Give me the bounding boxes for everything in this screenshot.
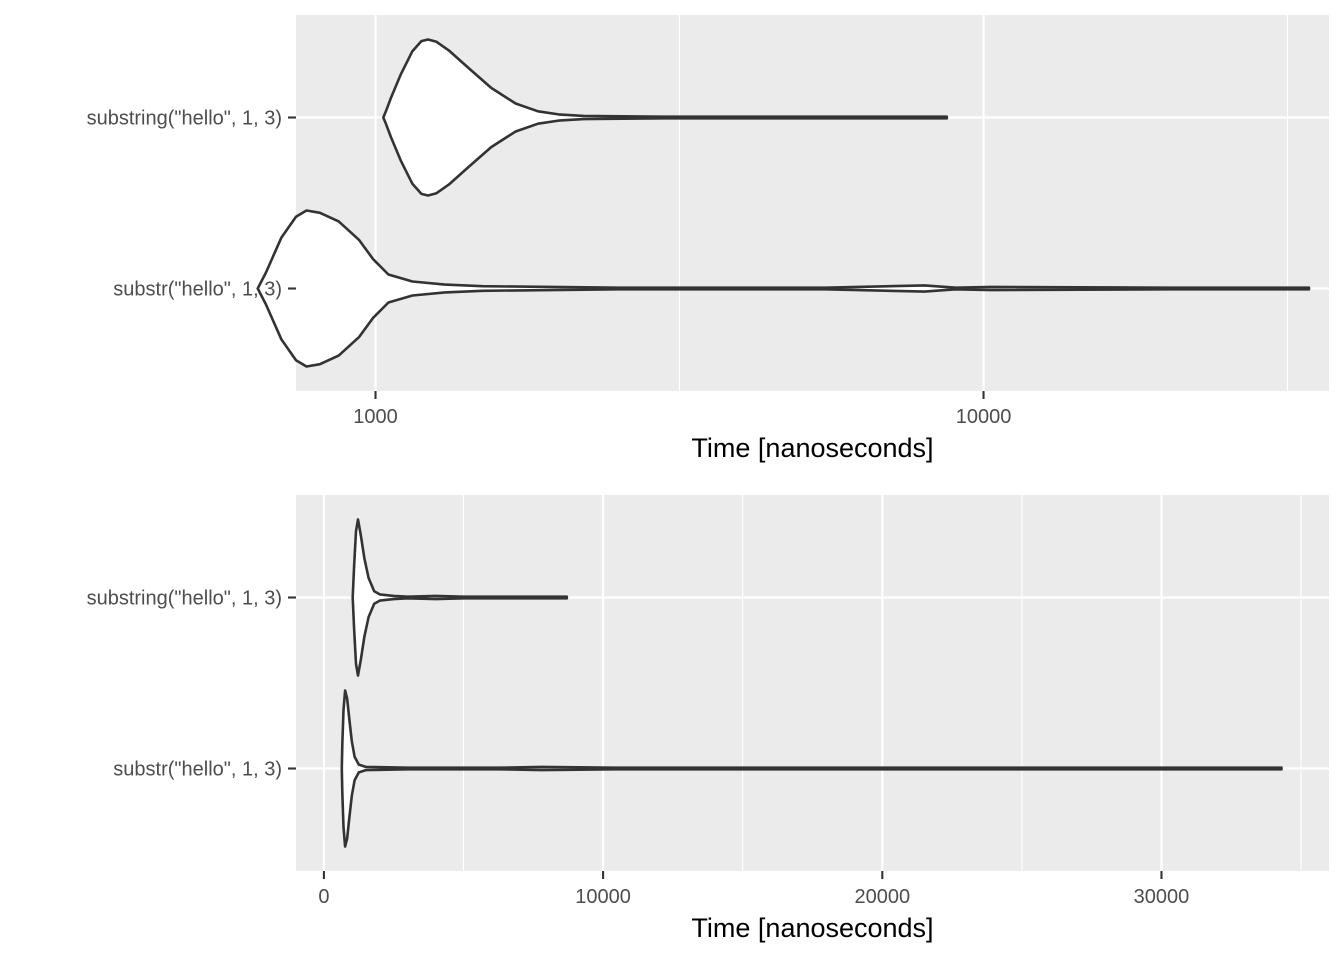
top-x-axis-title: Time [nanoseconds] [691,433,933,463]
panel-log-scale: substring("hello", 1, 3) substr("hello", … [87,15,1329,463]
bottom-violin-substring [351,518,569,677]
bottom-x-tick-label: 0 [318,886,329,908]
bottom-x-tick-label: 20000 [854,886,910,908]
top-x-tick-label: 10000 [956,406,1012,428]
top-x-tick-label: 1000 [353,406,398,428]
bottom-x-tick-label: 30000 [1134,886,1190,908]
bottom-y-tick-label: substring("hello", 1, 3) [87,588,282,610]
top-violin-substr [256,209,1311,368]
panel-linear-scale: substring("hello", 1, 3) substr("hello", … [87,495,1329,943]
bottom-x-axis-title: Time [nanoseconds] [691,913,933,943]
bottom-panel-background [296,495,1329,871]
bottom-x-tick-label: 10000 [575,886,631,908]
top-y-tick-label: substring("hello", 1, 3) [87,108,282,130]
bottom-violin-substr [340,689,1283,848]
top-violin-substring [382,38,949,197]
bottom-y-tick-label: substr("hello", 1, 3) [113,759,282,781]
top-y-tick-label: substr("hello", 1, 3) [113,279,282,301]
